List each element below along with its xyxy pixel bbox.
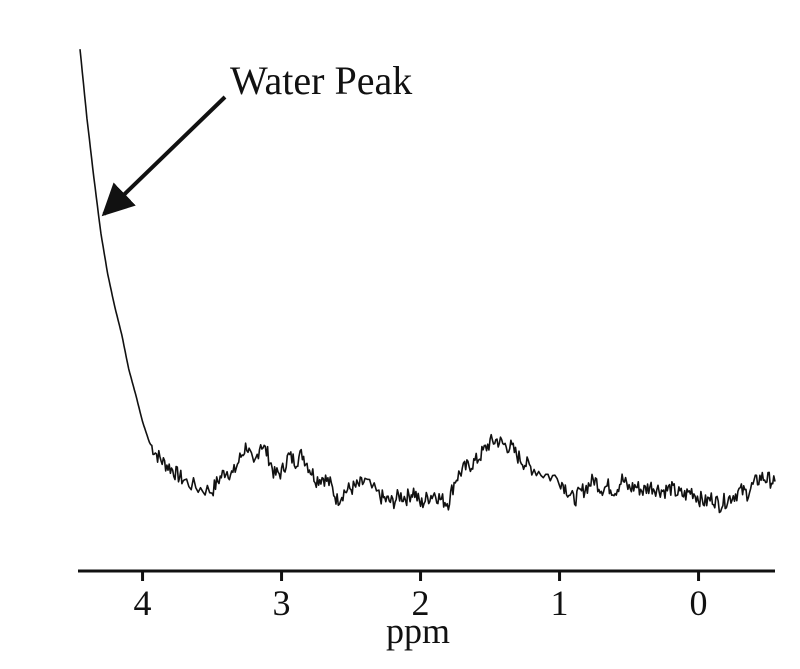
- x-tick-label: 2: [412, 583, 430, 623]
- x-axis: 4 3 2 1 0 ppm: [78, 569, 775, 651]
- x-tick-label: 1: [551, 583, 569, 623]
- x-tick-labels: 4 3 2 1 0: [134, 583, 708, 623]
- plot-area: [79, 49, 776, 514]
- x-ticks: [141, 571, 701, 581]
- spectrum-line: [79, 49, 776, 514]
- annotation-arrow: [101, 95, 227, 217]
- annotation-label: Water Peak: [230, 58, 412, 103]
- x-axis-title: ppm: [386, 611, 450, 651]
- x-tick-label: 4: [134, 583, 152, 623]
- water-peak-annotation: Water Peak: [101, 58, 412, 217]
- x-tick-label: 0: [690, 583, 708, 623]
- x-tick-label: 3: [273, 583, 291, 623]
